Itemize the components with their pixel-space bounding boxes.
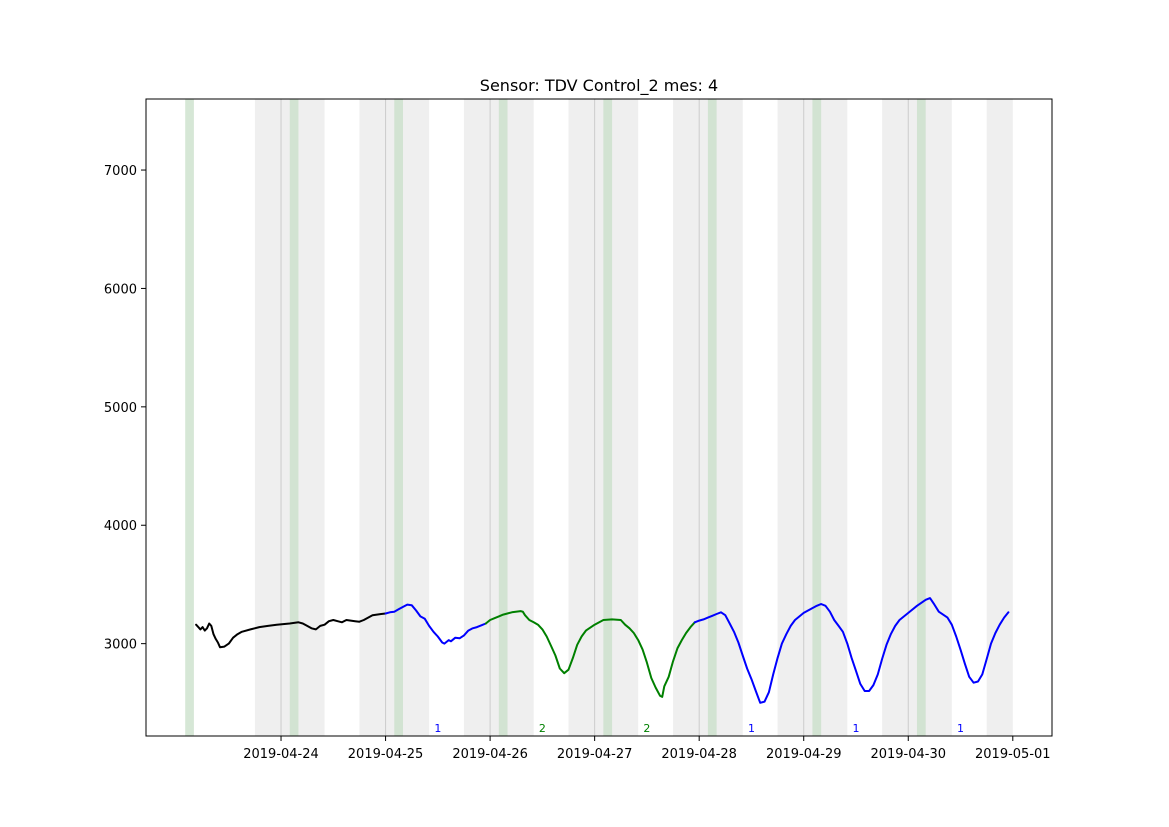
annotation-layer: 1 2 2 1 1 1 [434,722,964,735]
x-tick-label-7: 2019-05-01 [975,747,1051,762]
green-band-0 [185,99,194,736]
green-band-2 [394,99,403,736]
x-tick-label-3: 2019-04-27 [557,747,633,762]
series-line-3 [693,597,1010,704]
x-tick-label-0: 2019-04-24 [243,747,319,762]
annotation-label-0: 1 [434,722,441,735]
green-band-1 [289,99,299,736]
annotation-label-2: 2 [643,722,650,735]
series-line-2 [484,610,696,698]
x-tick-label-2: 2019-04-26 [452,747,528,762]
green-band-5 [707,99,717,736]
y-tick-label-2: 5000 [104,401,137,416]
y-tick-label-3: 6000 [104,282,137,297]
x-tick-label-1: 2019-04-25 [348,747,424,762]
y-tick-label-0: 3000 [104,638,137,653]
night-band-7 [986,99,1013,736]
annotation-label-3: 1 [748,722,755,735]
series-line-0 [195,612,387,649]
green-band-4 [603,99,613,736]
x-tick-label-6: 2019-04-30 [870,747,946,762]
annotation-label-1: 2 [539,722,546,735]
x-tick-label-5: 2019-04-29 [766,747,842,762]
y-tick-label-1: 4000 [104,519,137,534]
series-layer [195,597,1010,704]
y-axis: 3000 4000 5000 6000 7000 [104,164,146,653]
green-band-3 [498,99,508,736]
x-tick-label-4: 2019-04-28 [661,747,737,762]
green-band-6 [812,99,822,736]
plot-frame [145,98,1053,737]
chart-title: Sensor: TDV Control_2 mes: 4 [480,76,718,96]
annotation-label-4: 1 [852,722,859,735]
series-line-1 [384,603,487,645]
day-line-layer [280,99,909,736]
green-band-7 [916,99,926,736]
x-axis: 2019-04-24 2019-04-25 2019-04-26 2019-04-27… [243,736,1051,762]
annotation-label-5: 1 [957,722,964,735]
y-tick-label-4: 7000 [104,164,137,179]
